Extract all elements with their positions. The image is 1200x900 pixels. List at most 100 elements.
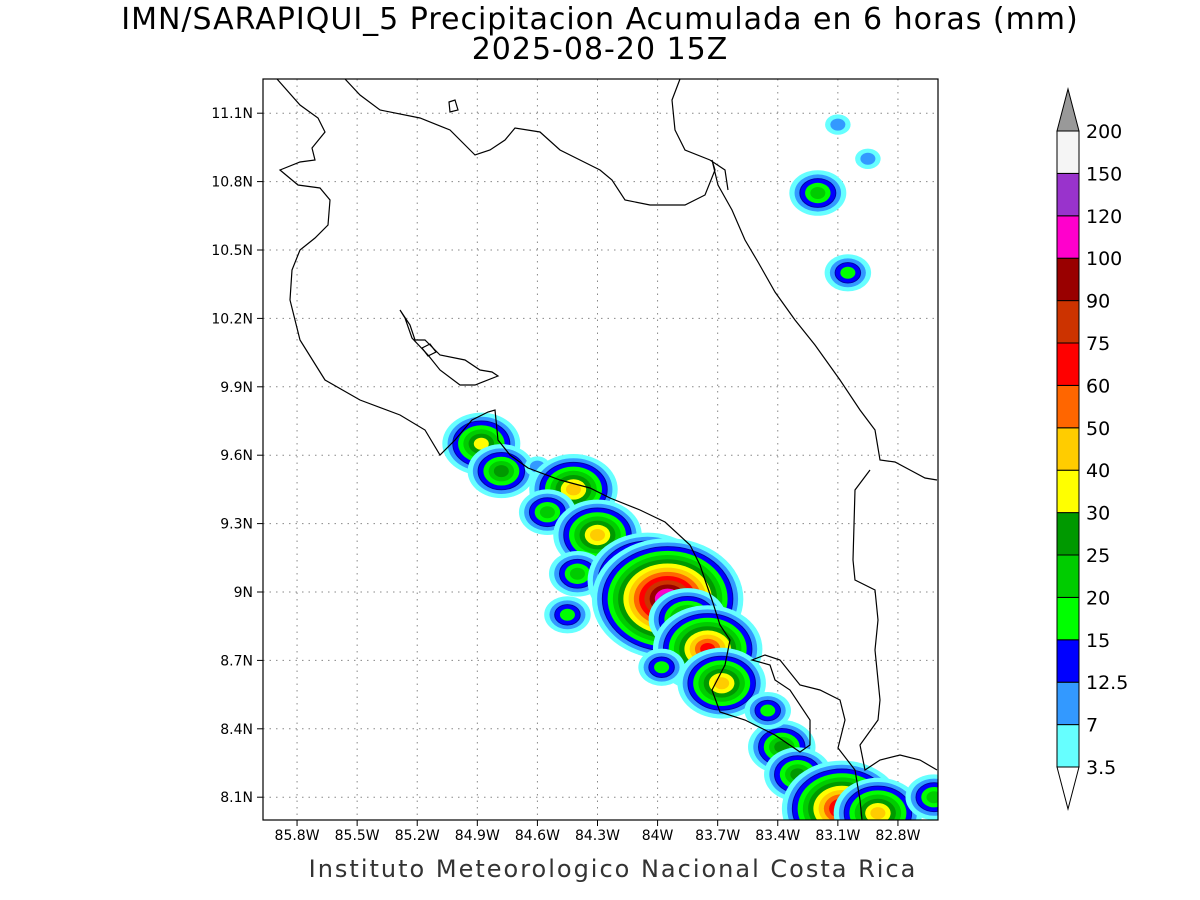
lon-tick-label: 83.4W bbox=[755, 828, 800, 844]
precip-contour bbox=[539, 506, 555, 519]
colorbar-label: 200 bbox=[1086, 121, 1122, 143]
lon-tick-label: 83.1W bbox=[815, 828, 860, 844]
colorbar-swatch bbox=[1056, 300, 1080, 344]
precip-cell bbox=[825, 114, 851, 135]
coastline-island bbox=[421, 343, 437, 357]
colorbar-swatch bbox=[1056, 724, 1080, 768]
lake bbox=[448, 99, 459, 113]
precip-contour bbox=[493, 465, 509, 478]
lat-tick-label: 10.5N bbox=[211, 243, 253, 259]
lon-tick-label: 85.5W bbox=[335, 828, 380, 844]
lat-tick-label: 10.8N bbox=[211, 175, 253, 191]
color-legend bbox=[1056, 87, 1080, 811]
precip-contour bbox=[473, 437, 489, 450]
coastline-caribbean bbox=[344, 79, 938, 481]
colorbar-label: 30 bbox=[1086, 503, 1110, 525]
colorbar-label: 50 bbox=[1086, 418, 1110, 440]
coastline-bocas bbox=[671, 79, 729, 191]
map-title: IMN/SARAPIQUI_5 Precipitacion Acumulada … bbox=[121, 2, 1079, 37]
colorbar-swatch bbox=[1056, 596, 1080, 641]
precip-cell bbox=[544, 596, 591, 634]
colorbar-swatch bbox=[1056, 257, 1080, 302]
colorbar-label: 150 bbox=[1086, 163, 1122, 185]
colorbar-label: 100 bbox=[1086, 248, 1122, 270]
precip-contour bbox=[860, 152, 876, 165]
colorbar-label: 120 bbox=[1086, 206, 1122, 228]
lon-tick-label: 83.7W bbox=[695, 828, 740, 844]
colorbar-label: 25 bbox=[1086, 545, 1110, 567]
precip-cell bbox=[467, 444, 536, 499]
colorbar-swatch bbox=[1056, 342, 1080, 386]
colorbar-swatch bbox=[1056, 172, 1080, 217]
lon-tick-label: 84.6W bbox=[515, 828, 560, 844]
precip-contour bbox=[926, 791, 938, 804]
colorbar-label: 90 bbox=[1086, 291, 1110, 313]
precip-contour bbox=[830, 118, 846, 131]
colorbar-swatch bbox=[1056, 384, 1080, 429]
lat-tick-label: 9.3N bbox=[220, 517, 253, 533]
lon-tick-label: 84W bbox=[642, 828, 674, 844]
precip-contour bbox=[840, 266, 856, 279]
lat-tick-label: 9N bbox=[234, 585, 253, 601]
lat-tick-label: 8.1N bbox=[220, 790, 253, 806]
colorbar-swatch bbox=[1056, 639, 1080, 683]
colorbar-label: 60 bbox=[1086, 375, 1110, 397]
colorbar-label: 40 bbox=[1086, 460, 1110, 482]
plot-frame bbox=[262, 78, 939, 821]
precip-contour bbox=[810, 187, 826, 199]
lat-tick-label: 11.1N bbox=[211, 106, 253, 122]
lat-tick-label: 9.6N bbox=[220, 448, 253, 464]
lon-tick-label: 84.9W bbox=[455, 828, 500, 844]
coastline bbox=[276, 79, 938, 820]
colorbar-low-arrow bbox=[1056, 766, 1080, 811]
colorbar-swatch bbox=[1056, 554, 1080, 598]
lon-tick-label: 82.8W bbox=[875, 828, 920, 844]
color-legend-labels: 3.5 7 12.5 15 20 25 30 40 50 60 75 90 100 120 150 200 bbox=[1086, 121, 1128, 779]
colorbar-swatch bbox=[1056, 469, 1080, 514]
lat-tick-label: 8.4N bbox=[220, 722, 253, 738]
lon-tick-label: 85.2W bbox=[395, 828, 440, 844]
precip-cell bbox=[833, 777, 923, 820]
lon-tick-label: 84.3W bbox=[575, 828, 620, 844]
precip-contour bbox=[870, 807, 886, 820]
coastline-nicoya-gulf bbox=[399, 309, 500, 386]
longitude-labels: 85.8W 85.5W 85.2W 84.9W 84.6W 84.3W 84W 83.7W 83… bbox=[275, 820, 921, 844]
coastline-pacific bbox=[276, 79, 863, 820]
precip-cell bbox=[824, 254, 872, 292]
colorbar-label: 20 bbox=[1086, 587, 1110, 609]
lat-tick-label: 10.2N bbox=[211, 311, 253, 327]
colorbar-swatch bbox=[1056, 215, 1080, 259]
precip-contour bbox=[569, 567, 585, 580]
lon-tick-label: 85.8W bbox=[275, 828, 320, 844]
precip-cell bbox=[905, 774, 938, 820]
map-timestamp: 2025-08-20 15Z bbox=[471, 32, 729, 67]
colorbar-swatch bbox=[1056, 130, 1080, 174]
precip-cell bbox=[789, 170, 847, 216]
precip-contour bbox=[559, 608, 575, 621]
footer-credit: Instituto Meteorologico Nacional Costa R… bbox=[308, 855, 918, 883]
colorbar-label: 75 bbox=[1086, 333, 1110, 355]
colorbar-label: 7 bbox=[1086, 715, 1098, 737]
colorbar-label: 12.5 bbox=[1086, 672, 1128, 694]
colorbar-label: 3.5 bbox=[1086, 757, 1116, 779]
precip-cell bbox=[855, 148, 881, 169]
coastline-panama-border bbox=[852, 469, 938, 771]
colorbar-swatch bbox=[1056, 681, 1080, 726]
precip-cell bbox=[744, 691, 791, 730]
precip-contour bbox=[760, 704, 776, 717]
precip-contour bbox=[589, 529, 605, 541]
colorbar-high-arrow bbox=[1056, 87, 1080, 132]
precip-field bbox=[442, 114, 938, 820]
latitude-labels: 11.1N 10.8N 10.5N 10.2N 9.9N 9.6N 9.3N 9N 8.7N 8.… bbox=[211, 106, 263, 806]
lat-tick-label: 9.9N bbox=[220, 380, 253, 396]
colorbar-swatch bbox=[1056, 427, 1080, 471]
precip-cell bbox=[677, 647, 766, 719]
lat-tick-label: 8.7N bbox=[220, 653, 253, 669]
precip-cell bbox=[638, 648, 685, 686]
precip-contour bbox=[565, 483, 581, 496]
colorbar-label: 15 bbox=[1086, 630, 1110, 652]
precip-contour bbox=[714, 677, 730, 690]
colorbar-swatch bbox=[1056, 512, 1080, 556]
precip-contour bbox=[654, 661, 670, 674]
